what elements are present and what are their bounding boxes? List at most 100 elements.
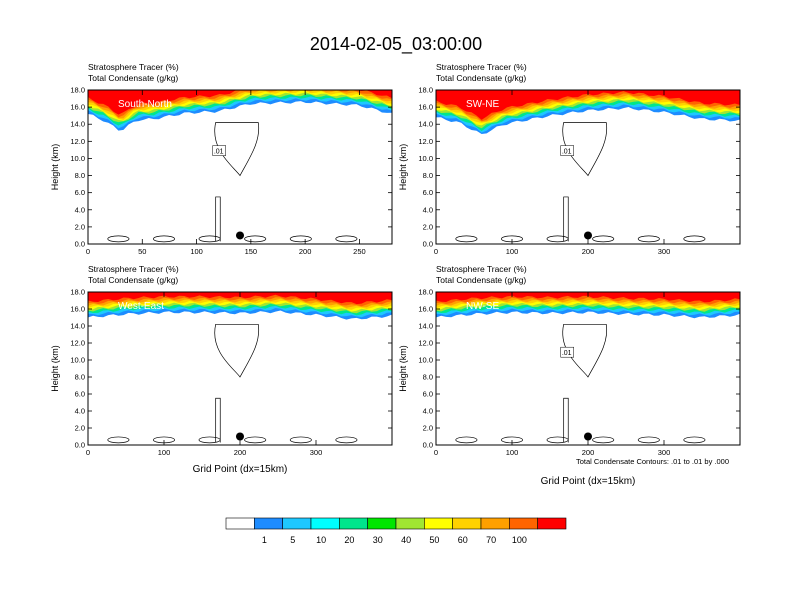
contour-label: .01 — [562, 350, 572, 357]
y-tick-label: 4.0 — [423, 205, 433, 214]
y-tick-label: 6.0 — [423, 188, 433, 197]
panel-title-condensate: Total Condensate (g/kg) — [436, 73, 526, 83]
y-tick-label: 10.0 — [70, 154, 85, 163]
contour-loop — [546, 235, 569, 243]
contour-loop — [107, 235, 130, 243]
y-tick-label: 14.0 — [70, 322, 85, 331]
x-tick-label: 300 — [658, 247, 671, 256]
contour-loop — [335, 235, 358, 243]
location-marker — [236, 432, 244, 441]
colorbar-swatch — [254, 517, 283, 530]
colorbar-label: 100 — [512, 535, 527, 545]
y-tick-label: 2.0 — [423, 424, 433, 433]
panel-south-north: .01 0.0 2.0 4.0 6.0 8.0 10.0 12.0 14.0 16.0 18.0 0 5… — [50, 62, 393, 256]
colorbar-swatch — [424, 517, 453, 530]
panel-title-tracer: Stratosphere Tracer (%) — [436, 264, 527, 274]
tracer-band-8 — [436, 90, 740, 120]
contour-loop — [214, 122, 260, 177]
plot-area — [436, 90, 740, 243]
contour-loop — [455, 235, 478, 243]
colorbar-swatch — [480, 517, 510, 530]
contour-loop — [215, 397, 221, 443]
y-axis-label: Height (km) — [398, 144, 408, 191]
x-tick-label: 0 — [86, 448, 90, 457]
x-tick-label: 100 — [158, 448, 171, 457]
y-tick-label: 4.0 — [75, 205, 85, 214]
y-tick-label: 2.0 — [75, 424, 85, 433]
y-tick-label: 10.0 — [418, 154, 433, 163]
y-tick-label: 14.0 — [418, 322, 433, 331]
y-tick-label: 8.0 — [75, 373, 85, 382]
contour-loop — [244, 436, 267, 444]
contour-loop — [563, 196, 569, 242]
contour-loop — [683, 436, 706, 444]
y-tick-label: 8.0 — [423, 373, 433, 382]
contour-loop — [107, 436, 130, 444]
contour-loop — [215, 196, 221, 242]
y-tick-label: 16.0 — [418, 305, 433, 314]
contour-loop — [455, 436, 478, 444]
x-tick-label: 200 — [582, 247, 595, 256]
x-tick-label: 200 — [299, 247, 312, 256]
y-tick-label: 6.0 — [423, 390, 433, 399]
x-tick-label: 250 — [353, 247, 366, 256]
contour-loop — [563, 397, 569, 443]
panel-title-tracer: Stratosphere Tracer (%) — [436, 62, 527, 72]
contour-label-box — [560, 346, 574, 358]
y-tick-label: 14.0 — [70, 120, 85, 129]
x-tick-label: 100 — [506, 247, 519, 256]
contour-loop — [637, 436, 660, 444]
y-tick-label: 18.0 — [418, 86, 433, 95]
location-marker — [584, 231, 592, 240]
tracer-band-8 — [88, 90, 392, 115]
y-tick-label: 0.0 — [75, 240, 85, 249]
colorbar-label: 50 — [429, 535, 439, 545]
colorbar-label: 30 — [373, 535, 383, 545]
y-axis-label: Height (km) — [50, 144, 60, 191]
panel-sw-ne: .01 0.0 2.0 4.0 6.0 8.0 10.0 12.0 14.0 16.0 18.0 0 1… — [398, 62, 741, 256]
colorbar-swatch — [339, 517, 368, 530]
location-marker — [584, 432, 592, 441]
colorbar-label: 60 — [458, 535, 468, 545]
contour-loop — [289, 436, 312, 444]
y-axis-label: Height (km) — [398, 345, 408, 392]
y-tick-label: 6.0 — [75, 390, 85, 399]
plot-area — [88, 90, 392, 243]
x-tick-label: 150 — [245, 247, 258, 256]
y-tick-label: 6.0 — [75, 188, 85, 197]
panel-title-condensate: Total Condensate (g/kg) — [436, 275, 526, 285]
x-tick-label: 200 — [582, 448, 595, 457]
y-tick-label: 18.0 — [418, 288, 433, 297]
contour-loop — [153, 235, 175, 243]
contour-label: .01 — [214, 149, 224, 156]
y-axis-label: Height (km) — [50, 345, 60, 392]
y-tick-label: 10.0 — [70, 356, 85, 365]
colorbar-swatch — [282, 517, 312, 530]
y-tick-label: 0.0 — [75, 441, 85, 450]
contour-loop — [562, 122, 608, 177]
y-tick-label: 8.0 — [423, 171, 433, 180]
y-tick-label: 2.0 — [75, 222, 85, 231]
colorbar-label: 40 — [401, 535, 411, 545]
panel-west-east: 0.0 2.0 4.0 6.0 8.0 10.0 12.0 14.0 16.0 18.0 0 100 2… — [50, 264, 393, 475]
x-tick-label: 100 — [506, 448, 519, 457]
y-tick-label: 2.0 — [423, 222, 433, 231]
figure-title: 2014-02-05_03:00:00 — [309, 34, 483, 54]
colorbar-swatch — [367, 517, 397, 530]
x-tick-label: 0 — [86, 247, 90, 256]
contour-loop — [198, 436, 221, 444]
panel-title-condensate: Total Condensate (g/kg) — [88, 275, 178, 285]
contour-loop — [637, 235, 660, 243]
contour-loop — [546, 436, 569, 444]
x-tick-label: 200 — [234, 448, 247, 457]
x-tick-label: 300 — [658, 448, 671, 457]
colorbar-swatch — [225, 517, 255, 530]
y-tick-label: 16.0 — [70, 103, 85, 112]
panel-title-tracer: Stratosphere Tracer (%) — [88, 264, 179, 274]
contour-loop — [214, 323, 260, 378]
y-tick-label: 16.0 — [418, 103, 433, 112]
y-tick-label: 18.0 — [70, 288, 85, 297]
colorbar-label: 10 — [316, 535, 326, 545]
contour-label-box — [212, 145, 226, 156]
x-tick-label: 100 — [190, 247, 203, 256]
